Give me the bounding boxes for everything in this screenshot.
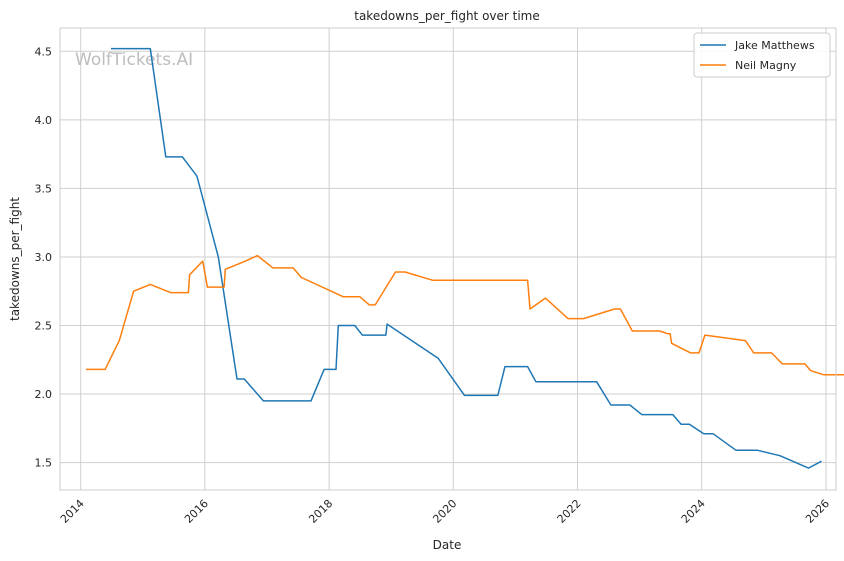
watermark: WolfTickets.AI	[75, 50, 193, 70]
y-tick-label: 3.5	[35, 182, 53, 195]
y-tick-label: 2.5	[35, 319, 53, 332]
series-line-neil-magny	[86, 254, 844, 376]
legend: Jake Matthews Neil Magny	[693, 32, 831, 78]
series-line-jake-matthews	[111, 47, 822, 469]
y-tick-label: 4.5	[35, 45, 53, 58]
y-axis-title: takedowns_per_fight	[8, 197, 22, 321]
legend-label-jake-matthews: Jake Matthews	[734, 39, 815, 52]
y-tick-labels: 1.5 2.0 2.5 3.0 3.5 4.0 4.5	[35, 45, 53, 469]
y-tick-label: 3.0	[35, 251, 53, 264]
legend-box	[693, 32, 831, 78]
x-axis-title: Date	[433, 538, 462, 552]
plot-frame	[59, 27, 837, 491]
y-tick-label: 1.5	[35, 457, 53, 470]
y-tick-label: 2.0	[35, 388, 53, 401]
legend-label-neil-magny: Neil Magny	[735, 59, 797, 72]
series-lines	[86, 47, 844, 469]
chart-title: takedowns_per_fight over time	[354, 9, 540, 23]
y-tick-label: 4.0	[35, 114, 53, 127]
